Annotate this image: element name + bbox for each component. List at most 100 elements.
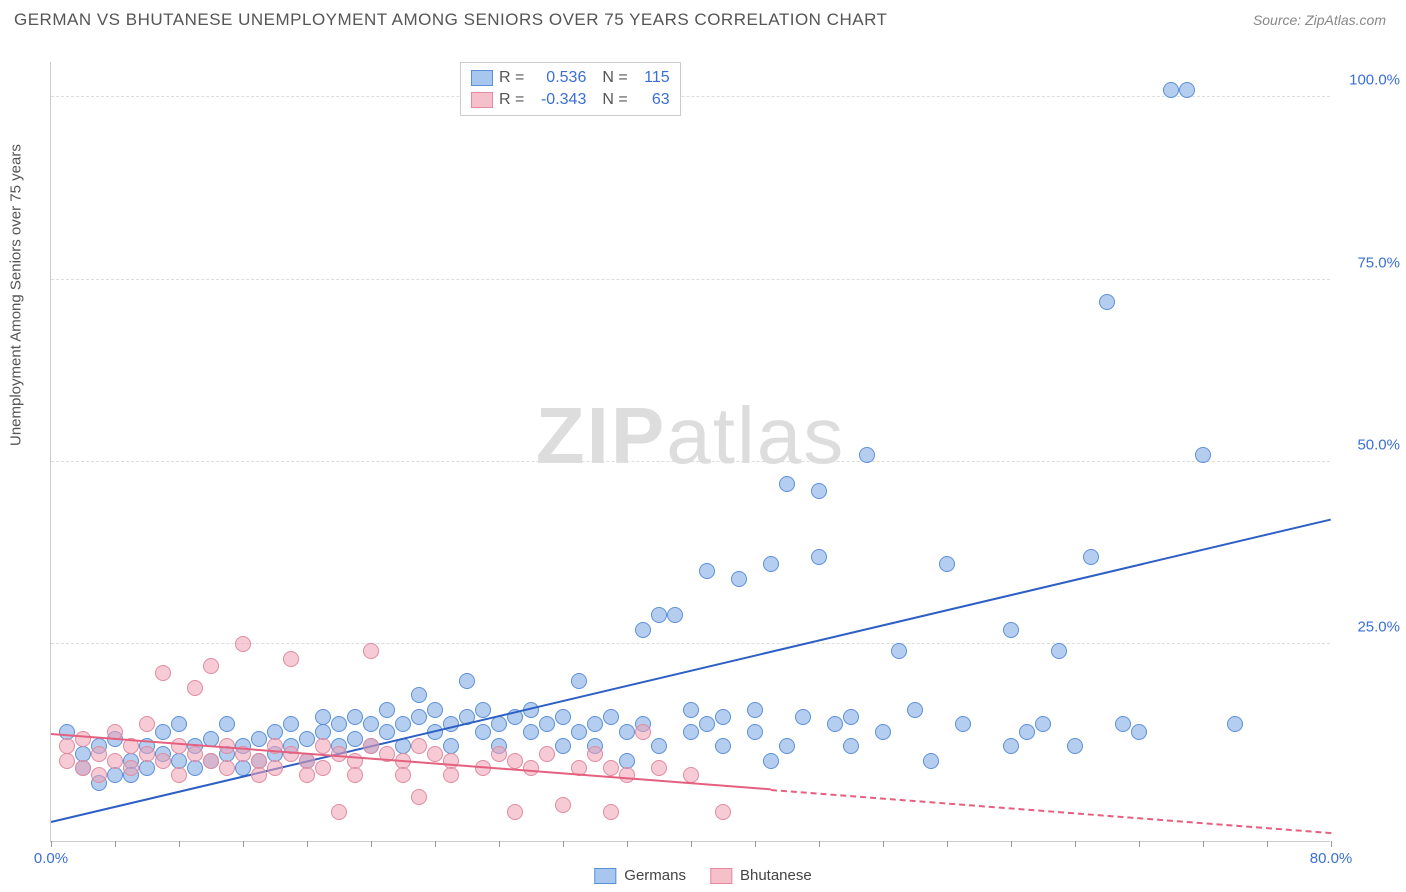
data-point xyxy=(507,804,523,820)
data-point xyxy=(1195,447,1211,463)
data-point xyxy=(171,738,187,754)
data-point xyxy=(587,716,603,732)
data-point xyxy=(891,643,907,659)
data-point xyxy=(923,753,939,769)
data-point xyxy=(763,556,779,572)
legend-r-value: -0.343 xyxy=(530,91,586,109)
x-tick-label: 0.0% xyxy=(34,850,68,867)
data-point xyxy=(187,760,203,776)
data-point xyxy=(91,746,107,762)
data-point xyxy=(779,738,795,754)
data-point xyxy=(619,767,635,783)
data-point xyxy=(139,716,155,732)
data-point xyxy=(955,716,971,732)
legend-label: Bhutanese xyxy=(740,867,812,884)
data-point xyxy=(811,483,827,499)
legend-row: R =-0.343N =63 xyxy=(471,89,670,111)
data-point xyxy=(827,716,843,732)
data-point xyxy=(155,724,171,740)
data-point xyxy=(283,651,299,667)
data-point xyxy=(555,797,571,813)
data-point xyxy=(875,724,891,740)
legend-r-label: R = xyxy=(499,91,524,109)
data-point xyxy=(203,658,219,674)
data-point xyxy=(683,702,699,718)
data-point xyxy=(1003,622,1019,638)
data-point xyxy=(1131,724,1147,740)
data-point xyxy=(299,731,315,747)
data-point xyxy=(219,760,235,776)
data-point xyxy=(571,724,587,740)
data-point xyxy=(619,724,635,740)
data-point xyxy=(379,702,395,718)
data-point xyxy=(843,709,859,725)
x-tick-mark xyxy=(115,841,116,847)
x-tick-mark xyxy=(755,841,756,847)
data-point xyxy=(795,709,811,725)
data-point xyxy=(331,716,347,732)
data-point xyxy=(1003,738,1019,754)
data-point xyxy=(411,789,427,805)
source-attribution: Source: ZipAtlas.com xyxy=(1253,12,1386,28)
data-point xyxy=(747,702,763,718)
data-point xyxy=(475,702,491,718)
x-tick-mark xyxy=(435,841,436,847)
legend-swatch xyxy=(594,868,616,884)
x-tick-mark xyxy=(371,841,372,847)
y-tick-label: 100.0% xyxy=(1349,72,1400,89)
legend-n-label: N = xyxy=(602,91,627,109)
data-point xyxy=(331,804,347,820)
data-point xyxy=(475,724,491,740)
data-point xyxy=(635,724,651,740)
data-point xyxy=(411,738,427,754)
data-point xyxy=(171,767,187,783)
data-point xyxy=(59,738,75,754)
legend-n-value: 115 xyxy=(634,69,670,87)
data-point xyxy=(155,665,171,681)
data-point xyxy=(107,753,123,769)
data-point xyxy=(523,724,539,740)
data-point xyxy=(635,622,651,638)
data-point xyxy=(571,673,587,689)
data-point xyxy=(539,716,555,732)
data-point xyxy=(443,767,459,783)
x-tick-mark xyxy=(307,841,308,847)
data-point xyxy=(283,716,299,732)
data-point xyxy=(171,716,187,732)
data-point xyxy=(907,702,923,718)
data-point xyxy=(347,709,363,725)
y-tick-label: 25.0% xyxy=(1357,619,1400,636)
watermark: ZIPatlas xyxy=(536,390,845,482)
data-point xyxy=(459,673,475,689)
data-point xyxy=(139,760,155,776)
data-point xyxy=(507,753,523,769)
gridline xyxy=(51,461,1330,462)
data-point xyxy=(1179,82,1195,98)
data-point xyxy=(747,724,763,740)
data-point xyxy=(75,760,91,776)
data-point xyxy=(587,746,603,762)
data-point xyxy=(859,447,875,463)
data-point xyxy=(603,760,619,776)
data-point xyxy=(251,731,267,747)
series-legend: GermansBhutanese xyxy=(594,867,811,884)
data-point xyxy=(1035,716,1051,732)
data-point xyxy=(603,709,619,725)
y-tick-label: 50.0% xyxy=(1357,436,1400,453)
data-point xyxy=(491,716,507,732)
data-point xyxy=(1115,716,1131,732)
data-point xyxy=(1051,643,1067,659)
gridline xyxy=(51,279,1330,280)
scatter-chart: ZIPatlas 25.0%50.0%75.0%100.0%0.0%80.0% xyxy=(50,62,1330,842)
data-point xyxy=(651,738,667,754)
data-point xyxy=(603,804,619,820)
data-point xyxy=(395,767,411,783)
x-tick-mark xyxy=(563,841,564,847)
data-point xyxy=(763,753,779,769)
data-point xyxy=(187,746,203,762)
data-point xyxy=(411,687,427,703)
data-point xyxy=(59,753,75,769)
data-point xyxy=(235,636,251,652)
y-tick-label: 75.0% xyxy=(1357,254,1400,271)
data-point xyxy=(667,607,683,623)
